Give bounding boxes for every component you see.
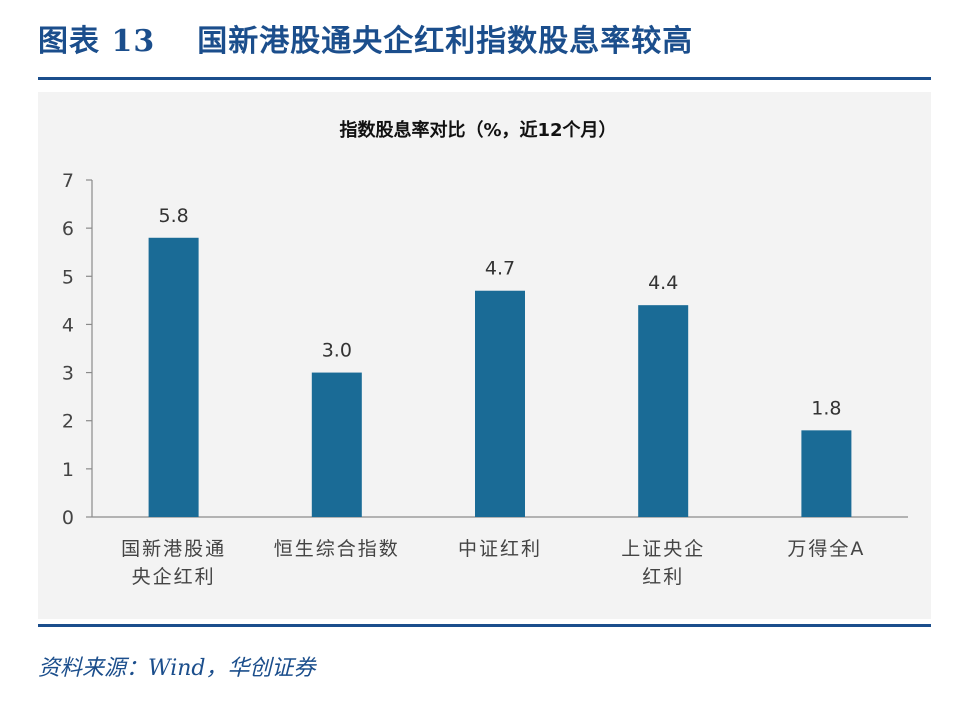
y-tick-label: 6 [62, 218, 74, 240]
x-tick-label: 万得全A [787, 538, 865, 560]
data-label: 1.8 [811, 397, 841, 419]
figure-title: 图表 13 国新港股通央企红利指数股息率较高 [38, 16, 693, 60]
y-tick-label: 7 [62, 170, 74, 192]
y-axis: 0 1 2 3 4 5 6 7 [62, 170, 93, 529]
data-label: 4.7 [485, 258, 515, 280]
bar [475, 290, 525, 517]
x-tick-label: 恒生综合指数 [274, 538, 400, 560]
source-note: 资料来源：Wind，华创证券 [38, 656, 316, 681]
data-label: 4.4 [648, 272, 678, 294]
bar [801, 430, 852, 517]
y-tick-label: 4 [62, 314, 74, 336]
bar [148, 237, 199, 517]
y-tick-label: 3 [62, 363, 74, 385]
x-tick-label: 中证红利 [458, 538, 542, 560]
bar-series: 5.8 3.0 4.7 4.4 1.8 [148, 205, 852, 517]
data-label: 5.8 [158, 205, 188, 227]
chart-panel: 指数股息率对比（%，近12个月） 0 1 2 3 4 5 6 7 国新港股通央企红利 恒生综合指… [38, 92, 931, 619]
title-rule [38, 77, 931, 80]
x-tick-label: 央企红利 [132, 566, 216, 588]
y-tick-label: 0 [62, 507, 74, 529]
figure-label: 图表 13 [38, 24, 156, 59]
bar [311, 372, 362, 517]
chart-title: 指数股息率对比（%，近12个月） [339, 119, 616, 141]
bar [638, 305, 689, 517]
figure-heading: 国新港股通央企红利指数股息率较高 [197, 24, 694, 59]
source-rule [38, 624, 931, 627]
x-tick-label: 上证央企 [621, 538, 705, 560]
y-tick-label: 5 [62, 266, 74, 288]
y-tick-label: 1 [62, 459, 74, 481]
y-tick-label: 2 [62, 411, 74, 433]
x-tick-label: 红利 [642, 566, 684, 588]
x-tick-label: 国新港股通 [121, 538, 226, 560]
data-label: 3.0 [322, 340, 352, 362]
bar-chart: 指数股息率对比（%，近12个月） 0 1 2 3 4 5 6 7 国新港股通央企红利 恒生综合指… [62, 119, 908, 588]
